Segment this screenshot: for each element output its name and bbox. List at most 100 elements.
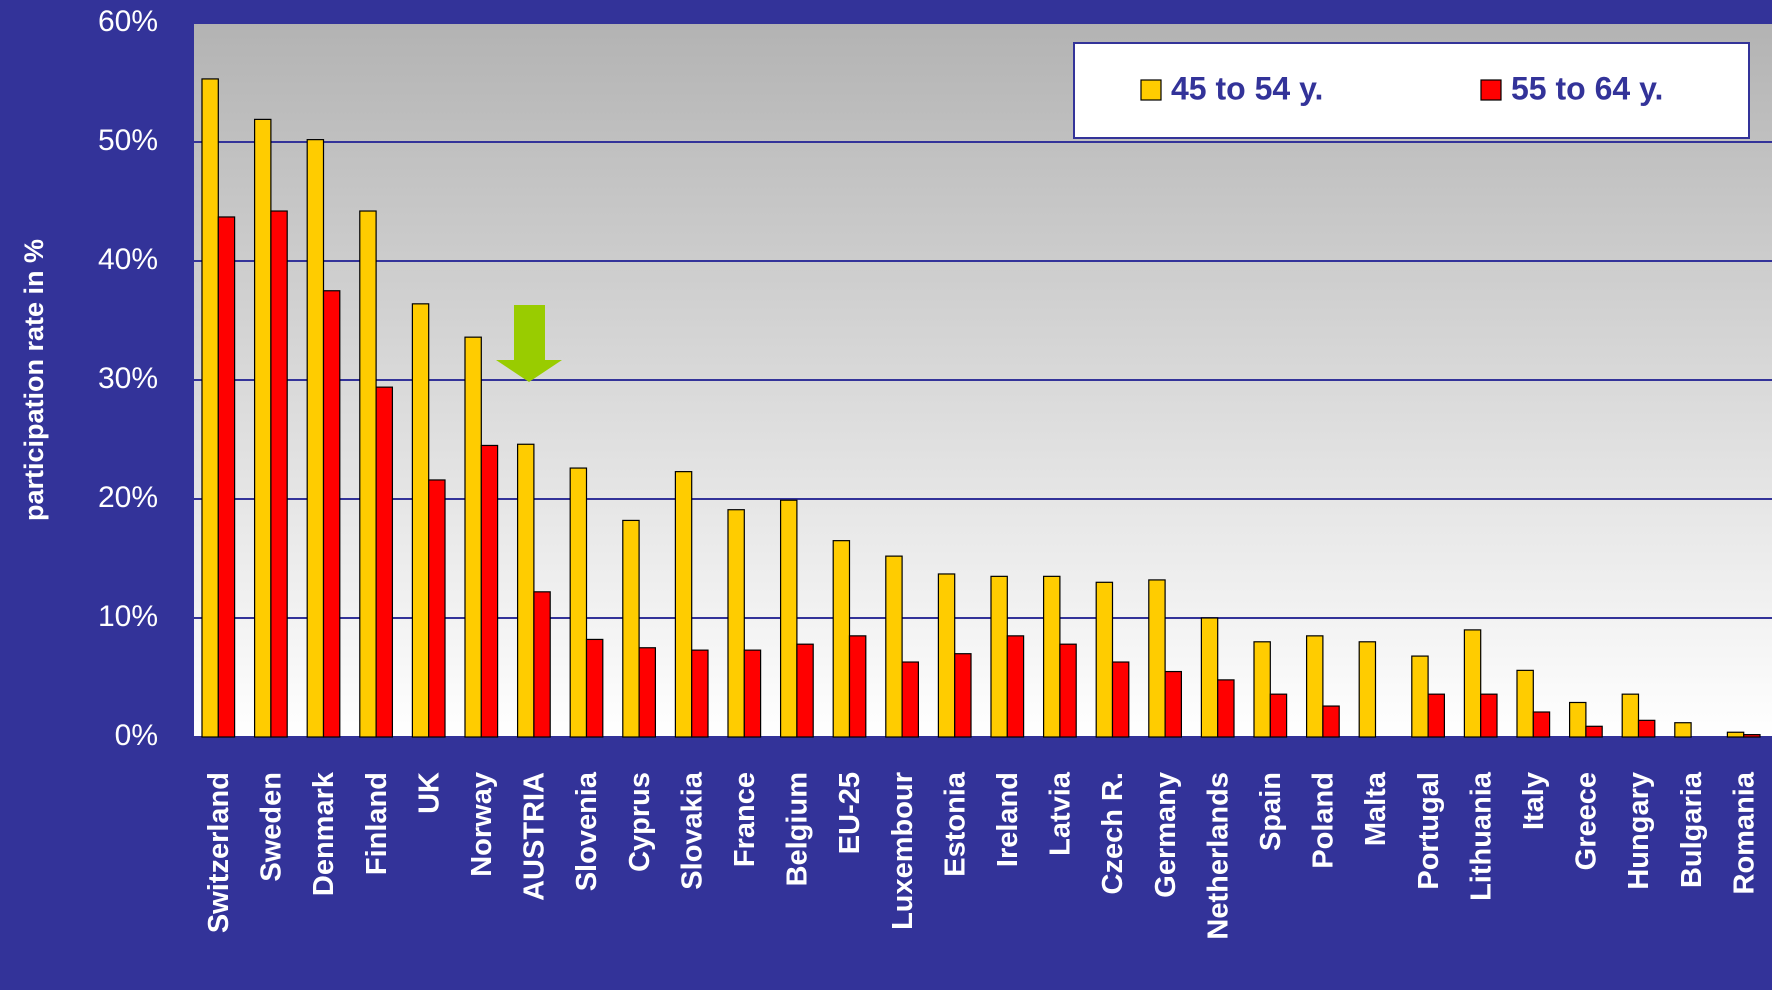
x-tick-label: Romania bbox=[1728, 771, 1760, 894]
x-tick-label: Czech R. bbox=[1097, 772, 1129, 894]
legend-box bbox=[1073, 42, 1750, 139]
y-tick-label: 20% bbox=[98, 481, 158, 514]
x-tick-label: Portugal bbox=[1413, 772, 1445, 890]
bar bbox=[1269, 693, 1288, 738]
bar bbox=[743, 649, 762, 738]
x-tick-label: Lithuania bbox=[1465, 771, 1497, 901]
bar bbox=[253, 118, 272, 738]
bar bbox=[1006, 635, 1025, 738]
bar bbox=[638, 647, 657, 738]
y-tick-label: 0% bbox=[115, 719, 158, 752]
x-tick-label: Switzerland bbox=[203, 772, 235, 933]
bar bbox=[1726, 731, 1745, 738]
bar bbox=[954, 653, 972, 738]
legend-label: 45 to 54 y. bbox=[1171, 70, 1323, 106]
y-tick-label: 10% bbox=[98, 600, 158, 633]
bar bbox=[1164, 670, 1183, 738]
bar bbox=[1111, 661, 1130, 738]
y-tick-label: 40% bbox=[98, 243, 158, 276]
x-tick-label: Denmark bbox=[308, 771, 340, 896]
x-tick-label: EU-25 bbox=[834, 772, 866, 854]
x-tick-label: Germany bbox=[1150, 772, 1182, 898]
x-tick-label: Poland bbox=[1308, 772, 1340, 869]
x-tick-label: Netherlands bbox=[1202, 772, 1234, 940]
y-tick-label: 60% bbox=[98, 5, 158, 38]
bar bbox=[901, 661, 920, 738]
bar bbox=[1305, 635, 1324, 738]
bar bbox=[1411, 655, 1429, 738]
y-tick-label: 50% bbox=[98, 124, 158, 157]
bar bbox=[201, 78, 219, 738]
bar bbox=[1585, 725, 1603, 738]
x-tick-label: UK bbox=[413, 772, 445, 814]
x-tick-label: Latvia bbox=[1045, 771, 1077, 856]
bar bbox=[1253, 641, 1271, 738]
bar bbox=[1095, 581, 1114, 738]
bar bbox=[990, 575, 1008, 738]
bar bbox=[375, 386, 394, 738]
bar bbox=[1217, 679, 1235, 738]
y-tick-label: 30% bbox=[98, 362, 158, 395]
bar bbox=[1463, 629, 1482, 738]
x-tick-label: Ireland bbox=[992, 772, 1024, 867]
x-tick-label: Bulgaria bbox=[1676, 771, 1708, 888]
legend-swatch bbox=[1140, 79, 1162, 101]
bar bbox=[411, 303, 430, 738]
legend-swatch bbox=[1480, 79, 1502, 101]
bar bbox=[1532, 711, 1551, 738]
bar bbox=[727, 509, 745, 738]
bar bbox=[1568, 701, 1587, 738]
bar bbox=[270, 210, 288, 738]
bar bbox=[1743, 734, 1761, 738]
arrow bbox=[496, 305, 562, 382]
bar bbox=[1042, 575, 1061, 738]
bar bbox=[516, 443, 535, 738]
x-tick-label: Spain bbox=[1255, 772, 1287, 851]
bar bbox=[848, 635, 867, 738]
bar bbox=[428, 479, 446, 738]
bar bbox=[1148, 579, 1166, 738]
x-tick-label: France bbox=[729, 772, 761, 867]
bar bbox=[306, 139, 325, 738]
bar bbox=[937, 573, 956, 738]
x-tick-label: Finland bbox=[361, 772, 393, 875]
x-tick-label: Sweden bbox=[256, 772, 288, 882]
x-tick-label: Slovakia bbox=[676, 771, 708, 890]
bar bbox=[1674, 722, 1692, 738]
bar bbox=[1200, 617, 1219, 738]
bar bbox=[533, 591, 551, 738]
y-axis-title: participation rate in % bbox=[19, 239, 49, 521]
x-tick-label: Slovenia bbox=[571, 771, 603, 891]
bar bbox=[622, 519, 640, 738]
bar bbox=[691, 649, 709, 738]
bar bbox=[480, 444, 499, 738]
bar bbox=[359, 210, 377, 738]
bar bbox=[1516, 669, 1534, 738]
x-tick-label: Hungary bbox=[1623, 772, 1655, 890]
bar bbox=[217, 216, 236, 738]
bar bbox=[569, 467, 588, 738]
x-tick-label: Estonia bbox=[939, 771, 971, 877]
bar bbox=[322, 290, 341, 738]
bar bbox=[1621, 693, 1640, 738]
bar bbox=[585, 638, 604, 738]
bar bbox=[674, 471, 693, 738]
bar bbox=[1480, 693, 1498, 738]
bar bbox=[1322, 705, 1340, 738]
x-tick-label: Greece bbox=[1571, 772, 1603, 870]
x-tick-label: Belgium bbox=[782, 772, 814, 886]
bar bbox=[1059, 643, 1077, 738]
bar bbox=[1358, 641, 1377, 738]
x-tick-label: Cyprus bbox=[624, 772, 656, 872]
bar bbox=[1637, 719, 1656, 738]
legend-label: 55 to 64 y. bbox=[1511, 70, 1663, 106]
x-tick-label: Italy bbox=[1518, 772, 1550, 830]
bar bbox=[832, 540, 851, 738]
x-tick-label: Norway bbox=[466, 772, 498, 877]
bar bbox=[779, 499, 798, 738]
bar bbox=[1427, 693, 1446, 738]
bar bbox=[796, 643, 814, 738]
x-tick-label: Malta bbox=[1360, 771, 1392, 846]
